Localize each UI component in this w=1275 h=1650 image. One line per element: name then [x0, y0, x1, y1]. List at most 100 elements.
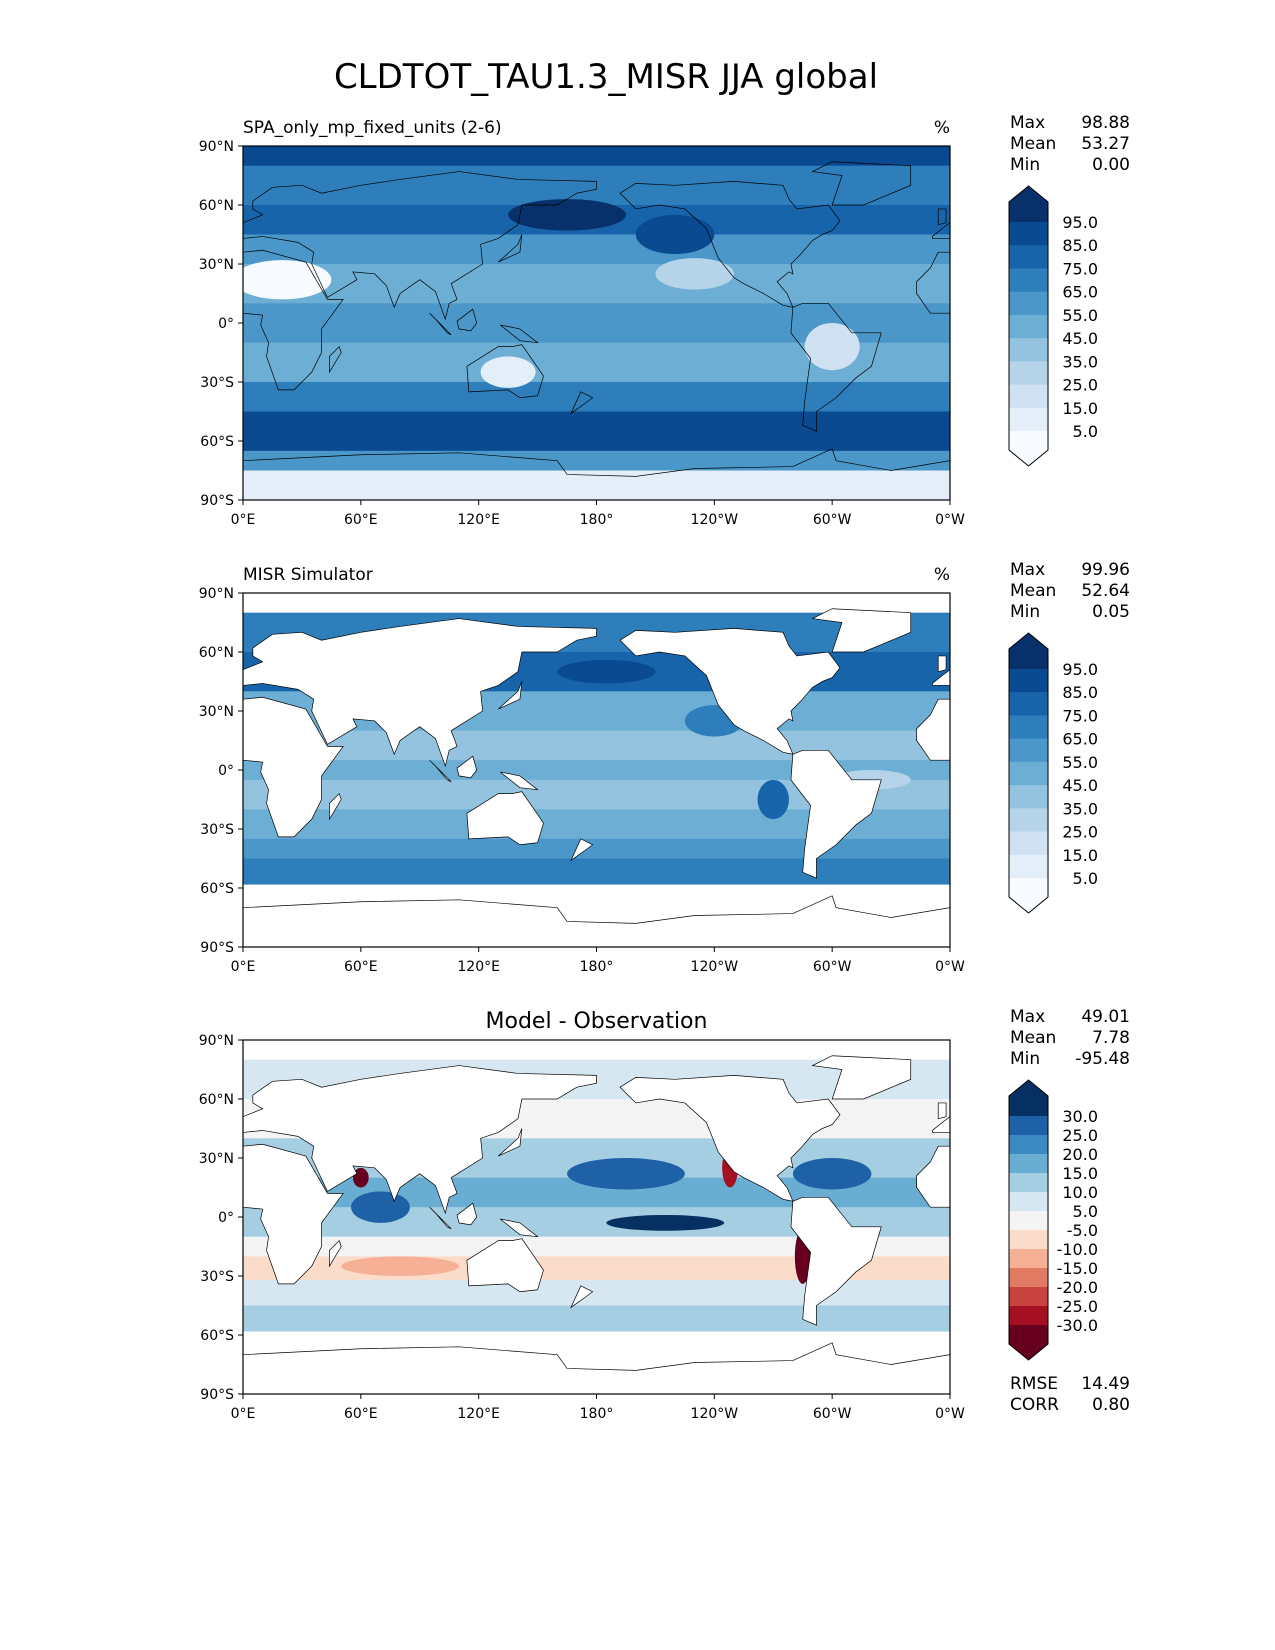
lon-tick-label: 60°E: [344, 1406, 378, 1422]
coastline-newzealand: [570, 391, 594, 415]
colorbar-bin: [1009, 1173, 1048, 1193]
coastline-namerica: [619, 1075, 841, 1202]
colorbar-bin: [1009, 222, 1048, 246]
colorbar-bin: [1009, 291, 1048, 316]
colorbar-bin: [1009, 1306, 1048, 1326]
field-anomaly: [341, 1256, 460, 1276]
zonal-band: [243, 264, 950, 304]
zonal-band: [243, 858, 950, 885]
coastline-namerica: [619, 181, 841, 308]
stat-value-mean: 7.78: [1092, 1028, 1130, 1048]
colorbar-bin: [1009, 1211, 1048, 1231]
colorbar-tick-label: 95.0: [1062, 660, 1098, 679]
lat-tick-label: 0°: [218, 763, 234, 779]
coastline-westafrica: [916, 1145, 950, 1208]
lon-tick-label: 0°E: [231, 512, 256, 528]
field-anomaly: [757, 779, 789, 820]
coastline-antarctica: [243, 895, 950, 947]
lon-tick-label: 180°: [580, 1406, 614, 1422]
map-panel-2: 90°N 60°N 30°N 0° 30°S 60°S 90°S 0°E 60°E 120°E 18…: [199, 560, 1130, 975]
colorbar-tick-label: -10.0: [1057, 1240, 1098, 1259]
colorbar-tick-label: 65.0: [1062, 730, 1098, 749]
colorbar-under-extension: [1009, 1325, 1048, 1360]
field-anomaly: [635, 214, 715, 255]
colorbar-tick-label: 45.0: [1062, 776, 1098, 795]
colorbar-tick-label: 35.0: [1062, 799, 1098, 818]
units-label: %: [934, 565, 950, 585]
lon-tick-label: 120°W: [691, 512, 739, 528]
coastline-uk: [937, 1102, 947, 1120]
field-anomaly: [352, 1167, 369, 1188]
coastline-greenland: [811, 608, 912, 653]
coastline-africa: [243, 696, 344, 838]
lat-tick-label: 30°N: [199, 704, 234, 720]
field-anomaly: [480, 356, 536, 388]
zonal-band: [243, 382, 950, 412]
lat-tick-label: 30°N: [199, 257, 234, 273]
field-anomaly: [567, 1158, 685, 1190]
lat-tick-label: 60°N: [199, 645, 234, 661]
stat-value-max: 98.88: [1081, 113, 1130, 133]
colorbar-over-extension: [1009, 633, 1048, 669]
colorbar-tick-label: 15.0: [1062, 1164, 1098, 1183]
coastline-newzealand: [570, 838, 594, 862]
field-anomaly: [351, 1191, 410, 1223]
coastline-japan: [498, 681, 523, 710]
lon-tick-label: 180°: [580, 959, 614, 975]
colorbar-tick-label: 30.0: [1062, 1107, 1098, 1126]
lon-tick-label: 60°W: [813, 959, 852, 975]
colorbar-outline: [1008, 185, 1049, 467]
lat-tick-label: 60°S: [200, 881, 234, 897]
colorbar-bin: [1009, 268, 1048, 293]
lon-tick-label: 60°W: [813, 1406, 852, 1422]
panel-title: SPA_only_mp_fixed_units (2-6): [243, 118, 502, 138]
colorbar-bin: [1009, 831, 1048, 856]
colorbar-bin: [1009, 1249, 1048, 1269]
colorbar-tick-label: 85.0: [1062, 683, 1098, 702]
coastline-samerica: [790, 302, 882, 432]
coastline-iberia: [931, 1116, 950, 1133]
coastline-africa: [243, 1143, 344, 1285]
colorbar-tick-label: -5.0: [1067, 1221, 1098, 1240]
zonal-band: [243, 1236, 950, 1257]
zonal-band: [243, 730, 950, 761]
lon-tick-label: 60°E: [344, 959, 378, 975]
coastline-sumatra: [429, 1206, 452, 1230]
coastline-borneo: [456, 308, 478, 332]
coastline-madagascar: [329, 1239, 342, 1268]
map-field: [243, 593, 950, 947]
lon-tick-label: 0°E: [231, 1406, 256, 1422]
lon-tick-label: 0°W: [935, 959, 965, 975]
colorbar-tick-label: 20.0: [1062, 1145, 1098, 1164]
lat-tick-label: 90°S: [200, 940, 234, 956]
colorbar-tick-label: 10.0: [1062, 1183, 1098, 1202]
colorbar-bin: [1009, 245, 1048, 269]
colorbar-bin: [1009, 407, 1048, 432]
stat-label: Max: [1010, 113, 1045, 133]
panel-title: Model - Observation: [486, 1009, 708, 1034]
colorbar-tick-label: 25.0: [1062, 376, 1098, 395]
coastline-madagascar: [329, 345, 342, 374]
lat-tick-label: 0°: [218, 316, 234, 332]
colorbar-bin: [1009, 1135, 1048, 1155]
lat-tick-label: 30°N: [199, 1151, 234, 1167]
lat-tick-label: 30°S: [200, 375, 234, 391]
stat-value-mean: 52.64: [1081, 581, 1130, 601]
coastline-samerica: [790, 749, 882, 879]
coastline-iberia: [931, 222, 950, 239]
colorbar-bin: [1009, 1287, 1048, 1307]
lon-tick-label: 120°W: [691, 959, 739, 975]
colorbar-bin: [1009, 715, 1048, 740]
stat-value-mean: 53.27: [1081, 134, 1130, 154]
coastline-australia: [466, 1238, 544, 1293]
colorbar-tick-label: 15.0: [1062, 399, 1098, 418]
coastline-antarctica: [243, 448, 950, 500]
colorbar-bin: [1009, 785, 1048, 809]
colorbar: 95.0 85.0 75.0 65.0 55.0 45.0 35.0 25.0 15.0 5.0: [1008, 632, 1098, 914]
colorbar-bin: [1009, 808, 1048, 833]
coastline-samerica: [790, 1196, 882, 1326]
lat-tick-label: 30°S: [200, 1269, 234, 1285]
lat-tick-label: 0°: [218, 1210, 234, 1226]
colorbar-tick-label: 55.0: [1062, 753, 1098, 772]
